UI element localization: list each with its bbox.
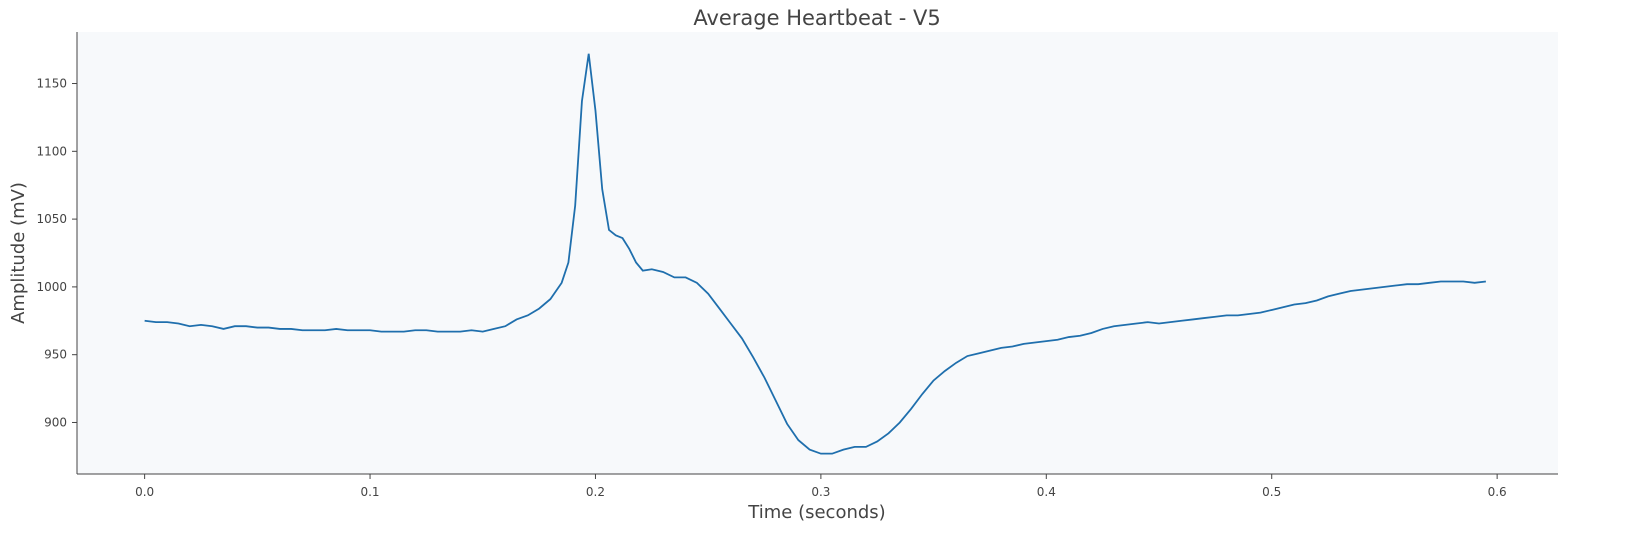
x-tick-label: 0.1	[360, 485, 379, 499]
y-tick-label: 900	[44, 415, 67, 429]
y-tick-label: 950	[44, 348, 67, 362]
chart-title: Average Heartbeat - V5	[693, 6, 940, 30]
x-axis-label: Time (seconds)	[747, 502, 885, 523]
x-tick-label: 0.0	[135, 485, 154, 499]
y-tick-label: 1000	[36, 280, 67, 294]
line	[144, 53, 1486, 455]
x-tick-label: 0.4	[1037, 485, 1056, 499]
plot-area	[77, 32, 1558, 474]
y-axis-label: Amplitude (mV)	[8, 182, 29, 324]
y-tick-label: 1100	[36, 144, 67, 158]
x-tick-label: 0.6	[1488, 485, 1507, 499]
y-tick-label: 1150	[36, 77, 67, 91]
x-tick-label: 0.5	[1262, 485, 1281, 499]
x-tick-label: 0.2	[586, 485, 605, 499]
x-tick-label: 0.3	[811, 485, 830, 499]
y-tick-label: 1050	[36, 212, 67, 226]
